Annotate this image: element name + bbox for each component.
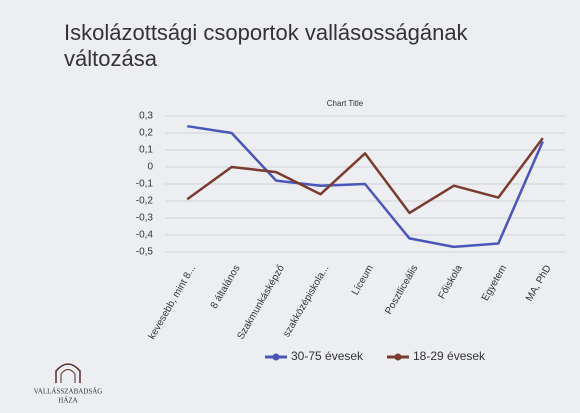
- series-line: [186, 137, 544, 215]
- slide-title-line2: változása: [64, 46, 158, 71]
- logo-arch: [55, 363, 81, 383]
- legend-marker: [272, 353, 280, 361]
- y-tick-label: -0,3: [136, 213, 154, 224]
- logo-text: VALLÁSSZABADSÁG: [34, 388, 103, 396]
- y-tick-label: -0,5: [136, 247, 154, 258]
- y-tick-label: 0,1: [139, 145, 153, 156]
- slide-title-line1: Iskolázottsági csoportok vallásosságának: [64, 20, 469, 45]
- legend-label: 30-75 évesek: [291, 349, 364, 363]
- logo-text: HÁZA: [58, 397, 77, 405]
- logo-inner-arch: [60, 369, 76, 383]
- y-tick-label: 0,3: [139, 111, 153, 122]
- chart-title: Chart Title: [327, 99, 364, 108]
- y-tick-label: 0: [147, 162, 153, 173]
- y-tick-label: -0,2: [136, 196, 154, 207]
- y-tick-label: -0,4: [136, 230, 154, 241]
- logo: VALLÁSSZABADSÁG HÁZA: [34, 363, 103, 405]
- title-text: Iskolázottsági csoportok vallásosságának: [64, 20, 469, 45]
- legend-label: 18-29 évesek: [413, 349, 486, 363]
- series-line: [187, 124, 544, 249]
- y-tick-label: -0,1: [136, 179, 154, 190]
- y-tick-label: 0,2: [139, 128, 153, 139]
- legend-marker: [394, 353, 402, 361]
